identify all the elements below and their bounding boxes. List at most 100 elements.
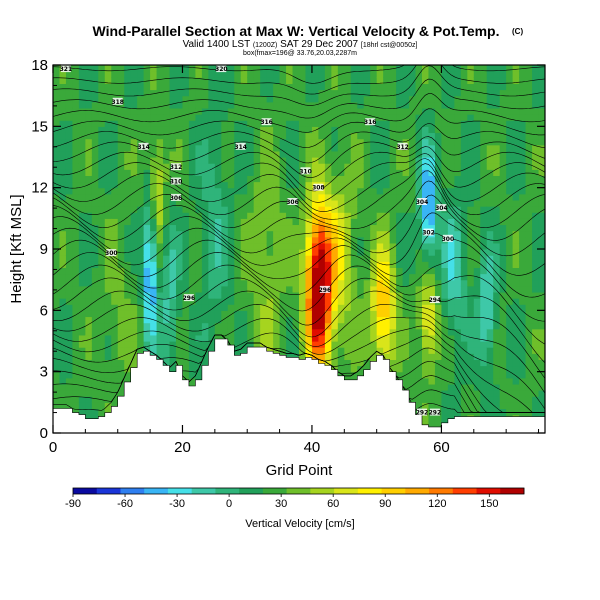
heat-cell	[532, 310, 540, 318]
heat-cell	[402, 187, 410, 195]
heat-cell	[143, 175, 151, 183]
heat-cell	[337, 193, 345, 201]
heat-cell	[311, 163, 320, 170]
heat-cell	[376, 83, 384, 91]
heat-cell	[273, 316, 281, 324]
heat-cell	[247, 77, 255, 84]
heat-cell	[78, 224, 86, 232]
heat-cell	[266, 249, 274, 256]
heat-cell	[350, 353, 358, 360]
heat-cell	[434, 322, 443, 330]
heat-cell	[370, 224, 378, 232]
heat-cell	[176, 114, 184, 121]
heat-cell	[273, 310, 281, 318]
heat-cell	[247, 138, 255, 146]
heat-cell	[318, 187, 326, 195]
heat-cell	[512, 291, 520, 299]
heat-cell	[493, 396, 501, 403]
heat-cell	[85, 218, 93, 226]
heat-cell	[415, 77, 423, 84]
heat-cell	[409, 255, 417, 262]
heat-cell	[538, 316, 545, 324]
heat-cell	[441, 322, 449, 330]
heat-cell	[409, 71, 417, 78]
heat-cell	[299, 187, 307, 195]
heat-cell	[260, 310, 268, 318]
heat-cell	[467, 383, 475, 391]
heat-cell	[350, 249, 358, 256]
heat-cell	[460, 107, 468, 115]
heat-cell	[337, 224, 345, 232]
heat-cell	[331, 212, 339, 219]
heat-cell	[441, 187, 449, 195]
heat-cell	[532, 267, 540, 275]
colorbar-swatch	[286, 488, 311, 494]
heat-cell	[428, 402, 436, 410]
heat-cell	[376, 175, 384, 183]
heat-cell	[441, 304, 449, 311]
heat-cell	[447, 65, 455, 72]
heat-cell	[460, 408, 468, 416]
heat-cell	[195, 163, 203, 170]
heat-cell	[111, 175, 119, 183]
heat-cell	[318, 65, 326, 72]
heat-cell	[299, 144, 307, 152]
heat-cell	[91, 89, 99, 97]
heat-cell	[72, 163, 80, 170]
heat-cell	[266, 298, 274, 305]
heat-cell	[305, 126, 313, 134]
heat-cell	[512, 175, 520, 183]
heat-cell	[253, 120, 261, 127]
heat-cell	[344, 89, 352, 97]
heat-cell	[124, 114, 132, 121]
heat-cell	[389, 322, 397, 330]
heat-cell	[72, 132, 80, 140]
heat-cell	[525, 273, 533, 281]
heat-cell	[441, 359, 449, 367]
heat-cell	[460, 230, 468, 238]
heat-cell	[130, 255, 138, 262]
heat-cell	[447, 285, 455, 293]
heat-cell	[519, 126, 527, 134]
heat-cell	[357, 273, 365, 281]
heat-cell	[117, 304, 125, 311]
heat-cell	[460, 187, 468, 195]
heat-cell	[53, 71, 61, 78]
heat-cell	[357, 157, 365, 164]
heat-cell	[519, 396, 527, 403]
heat-cell	[253, 138, 261, 146]
heat-cell	[169, 181, 177, 189]
heat-cell	[512, 316, 520, 324]
heat-cell	[376, 89, 384, 97]
heat-cell	[525, 316, 533, 324]
heat-cell	[311, 138, 320, 146]
heat-cell	[415, 365, 423, 373]
heat-cell	[53, 316, 61, 324]
heat-cell	[434, 414, 443, 422]
heat-cell	[357, 120, 365, 127]
heat-cell	[428, 371, 436, 379]
heat-cell	[117, 150, 125, 158]
heat-cell	[350, 138, 358, 146]
heat-cell	[286, 279, 294, 287]
heat-cell	[473, 236, 481, 244]
heat-cell	[499, 341, 507, 348]
heat-cell	[85, 371, 93, 379]
x-tick-label: 0	[49, 439, 57, 456]
heat-cell	[467, 408, 475, 416]
heat-cell	[532, 107, 540, 115]
heat-cell	[163, 163, 171, 170]
heat-cell	[460, 144, 468, 152]
heat-cell	[447, 187, 455, 195]
heat-cell	[150, 83, 158, 91]
heat-cell	[499, 126, 507, 134]
heat-cell	[422, 132, 430, 140]
svg-text:300: 300	[105, 250, 118, 257]
heat-cell	[499, 316, 507, 324]
heat-cell	[525, 163, 533, 170]
heat-cell	[441, 224, 449, 232]
heat-cell	[434, 71, 443, 78]
heat-cell	[486, 187, 494, 195]
heat-cell	[111, 396, 119, 403]
heat-cell	[266, 132, 274, 140]
